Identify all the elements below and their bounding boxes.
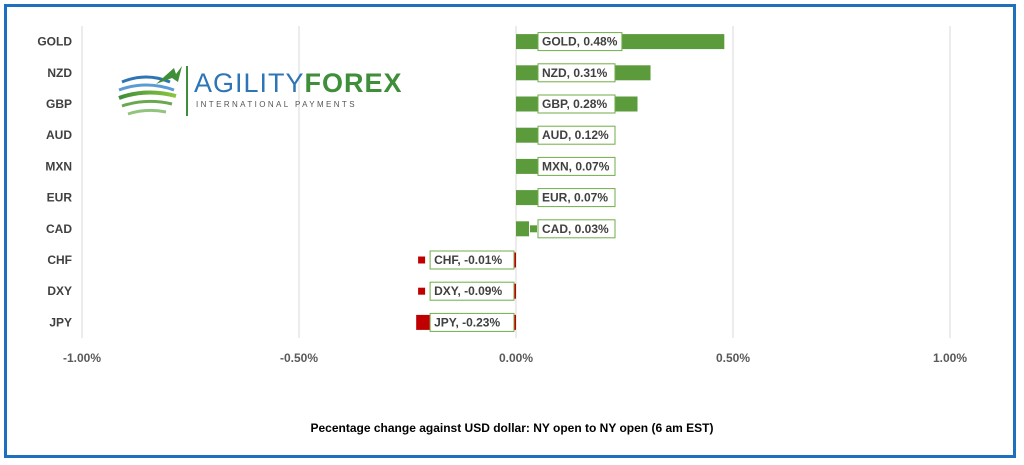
x-tick-label-3: 0.50% bbox=[716, 351, 750, 365]
x-tick-label-4: 1.00% bbox=[933, 351, 967, 365]
category-label-nzd: NZD bbox=[47, 66, 72, 80]
globe-arrow-icon bbox=[118, 66, 182, 116]
data-label-key-dxy bbox=[418, 287, 426, 295]
data-label-box-chf bbox=[429, 250, 515, 270]
data-label-key-eur bbox=[530, 194, 537, 202]
logo-divider bbox=[186, 66, 188, 116]
category-label-dxy: DXY bbox=[47, 284, 72, 298]
logo-tagline: INTERNATIONAL PAYMENTS bbox=[196, 100, 357, 109]
data-label-box-mxn bbox=[537, 156, 616, 176]
data-label-gbp: GBP, 0.28% bbox=[542, 97, 607, 111]
data-label-key-mxn bbox=[530, 162, 537, 170]
data-label-chf: CHF, -0.01% bbox=[434, 253, 502, 267]
chart-frame bbox=[4, 4, 1016, 458]
data-label-box-gbp bbox=[537, 94, 616, 114]
data-label-cad: CAD, 0.03% bbox=[542, 222, 609, 236]
logo-brand-b: FOREX bbox=[304, 68, 403, 98]
data-label-mxn: MXN, 0.07% bbox=[542, 159, 610, 173]
data-label-box-aud bbox=[537, 125, 616, 145]
data-label-jpy: JPY, -0.23% bbox=[434, 315, 500, 329]
logo-brand-a: AGILITY bbox=[194, 68, 305, 98]
data-label-key-cad bbox=[530, 225, 537, 233]
data-label-key-nzd bbox=[530, 69, 537, 77]
data-label-box-jpy bbox=[429, 312, 515, 332]
category-label-gold: GOLD bbox=[37, 35, 72, 49]
data-label-eur: EUR, 0.07% bbox=[542, 191, 608, 205]
data-label-gold: GOLD, 0.48% bbox=[542, 35, 618, 49]
data-label-key-jpy bbox=[418, 318, 426, 326]
category-label-mxn: MXN bbox=[45, 159, 72, 173]
x-tick-label-1: -0.50% bbox=[280, 351, 318, 365]
data-label-key-aud bbox=[530, 131, 537, 139]
data-label-box-gold bbox=[537, 32, 623, 52]
category-label-gbp: GBP bbox=[46, 97, 72, 111]
data-label-key-chf bbox=[418, 256, 426, 264]
category-label-cad: CAD bbox=[46, 222, 72, 236]
x-tick-label-0: -1.00% bbox=[63, 351, 101, 365]
logo-wordmark: AGILITYFOREX bbox=[194, 68, 403, 99]
category-label-jpy: JPY bbox=[49, 315, 72, 329]
data-label-aud: AUD, 0.12% bbox=[542, 128, 609, 142]
category-label-chf: CHF bbox=[47, 253, 72, 267]
data-label-nzd: NZD, 0.31% bbox=[542, 66, 608, 80]
data-label-key-gold bbox=[530, 38, 537, 46]
agilityforex-logo: AGILITYFOREX INTERNATIONAL PAYMENTS bbox=[116, 62, 402, 124]
x-axis-title: Pecentage change against USD dollar: NY … bbox=[310, 421, 714, 435]
data-label-box-dxy bbox=[429, 281, 515, 301]
data-label-box-cad bbox=[537, 219, 616, 239]
category-label-aud: AUD bbox=[46, 128, 72, 142]
data-label-key-gbp bbox=[530, 100, 537, 108]
data-label-dxy: DXY, -0.09% bbox=[434, 284, 502, 298]
x-tick-label-2: 0.00% bbox=[499, 351, 533, 365]
bar-cad bbox=[516, 221, 530, 237]
data-label-box-nzd bbox=[537, 63, 616, 83]
category-label-eur: EUR bbox=[47, 191, 73, 205]
data-label-box-eur bbox=[537, 188, 616, 208]
